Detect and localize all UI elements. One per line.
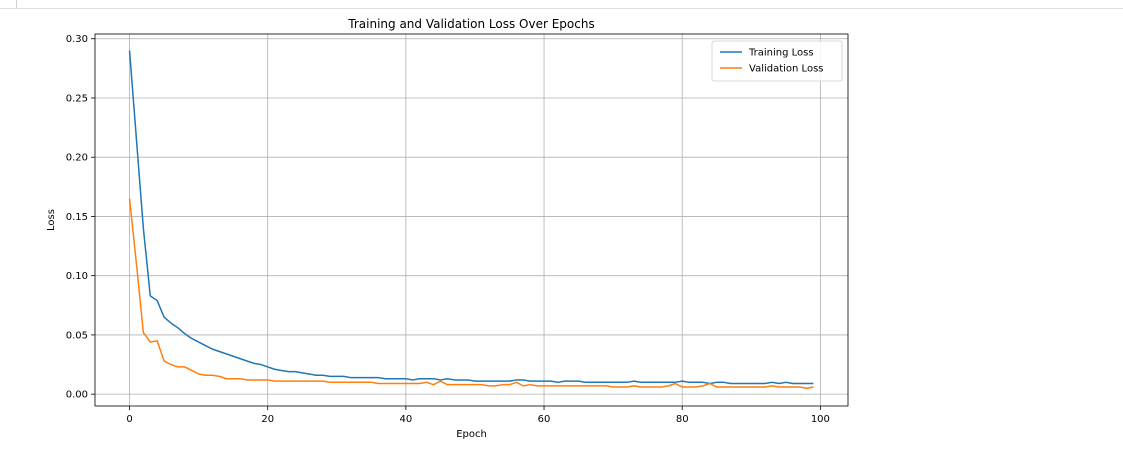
x-tick-label: 100 — [811, 414, 830, 425]
x-tick-label: 40 — [400, 414, 413, 425]
notebook-cell-frame — [0, 0, 1123, 9]
chart-title: Training and Validation Loss Over Epochs — [347, 17, 594, 31]
series-line-validation-loss — [128, 198, 814, 389]
legend-entry-label: Validation Loss — [749, 64, 824, 75]
y-axis-ticks: 0.00 0.05 0.10 0.15 0.20 0.25 0.30 — [66, 34, 95, 401]
y-tick-label: 0.15 — [66, 212, 88, 223]
x-axis-ticks: 0 20 40 60 80 100 — [126, 406, 830, 425]
x-tick-label: 0 — [126, 414, 132, 425]
series-line-training-loss — [128, 50, 814, 385]
notebook-cell-gutter — [16, 0, 17, 8]
x-axis-label: Epoch — [456, 429, 487, 440]
grid — [95, 34, 848, 406]
plot-area-frame — [94, 33, 849, 407]
x-tick-label: 80 — [676, 414, 689, 425]
y-tick-label: 0.30 — [66, 34, 88, 45]
y-tick-label: 0.25 — [66, 93, 88, 104]
y-tick-label: 0.20 — [66, 153, 88, 164]
legend-box — [711, 40, 843, 82]
legend: Training Loss Validation Loss — [711, 40, 843, 82]
legend-entry-label: Training Loss — [748, 48, 814, 59]
series-layer — [128, 50, 814, 389]
x-tick-label: 60 — [538, 414, 551, 425]
y-tick-label: 0.05 — [66, 330, 88, 341]
y-tick-label: 0.10 — [66, 271, 88, 282]
y-tick-label: 0.00 — [66, 390, 88, 401]
x-tick-label: 20 — [261, 414, 274, 425]
y-axis-label: Loss — [46, 209, 57, 231]
